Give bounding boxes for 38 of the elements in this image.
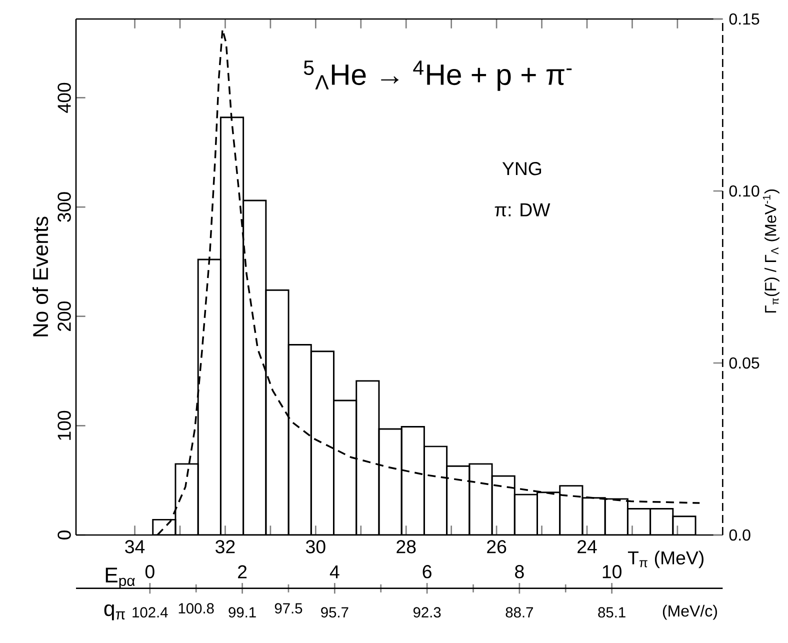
x2-tick-label: 4: [330, 565, 340, 578]
y-tick-label: 200: [58, 302, 71, 331]
x-tick-label: 30: [306, 540, 326, 554]
annotation: YNG: [502, 162, 542, 176]
x-tick-label: 26: [487, 540, 506, 554]
annotation: 5$_{Λ}$He → $^{4}$He + p + π$^{-}$: [304, 60, 572, 91]
text: (MeV/c): [662, 604, 717, 620]
x-tick-label: 34: [125, 540, 145, 554]
y2-tick-label: 0.15: [729, 13, 760, 25]
y-tick-label: 100: [58, 410, 71, 440]
y2-tick-label: 0.05: [729, 357, 760, 369]
text: 100.8: [178, 603, 214, 614]
x2-tick-label: 2: [238, 565, 247, 578]
text: 97.5: [274, 603, 302, 614]
x2-tick-label: 10: [602, 565, 622, 578]
text: 92.3: [413, 607, 441, 618]
x-axis-title: T$_{π}$ (MeV): [628, 550, 704, 568]
y-tick-label: 400: [58, 82, 71, 113]
text: 85.1: [598, 607, 626, 618]
text: 88.7: [506, 607, 533, 618]
text: q$_{π}$: [104, 604, 125, 620]
x2-tick-label: 0: [145, 565, 154, 578]
y2-axis-title: Γ$_{π}$(F) / Γ$_{Λ}$ (MeV$^{-1}$): [762, 190, 780, 313]
y-axis-title: No of Events: [32, 216, 48, 336]
x-tick-label: 24: [578, 540, 597, 554]
y2-tick-label: 0.10: [729, 185, 760, 197]
x2-tick-label: 6: [422, 565, 432, 578]
x2-tick-label: 8: [515, 565, 524, 578]
text: 95.7: [321, 607, 348, 618]
x2-axis-title: E$_{pα}$: [106, 568, 135, 589]
y-tick-label: 300: [58, 192, 71, 222]
y-tick-label: 0: [58, 530, 71, 540]
text: 99.1: [228, 607, 256, 618]
text: 102.4: [132, 607, 168, 618]
x-tick-label: 32: [216, 540, 235, 554]
y2-tick-label: 0.0: [729, 529, 750, 541]
x-tick-label: 28: [396, 540, 416, 554]
annotation: π: DW: [494, 203, 550, 216]
